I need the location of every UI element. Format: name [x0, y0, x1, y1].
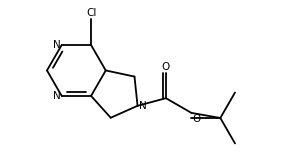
Text: O: O: [192, 114, 201, 124]
Text: N: N: [53, 40, 60, 50]
Text: O: O: [162, 62, 170, 72]
Text: N: N: [53, 91, 60, 101]
Text: Cl: Cl: [86, 8, 96, 18]
Text: N: N: [138, 101, 146, 111]
